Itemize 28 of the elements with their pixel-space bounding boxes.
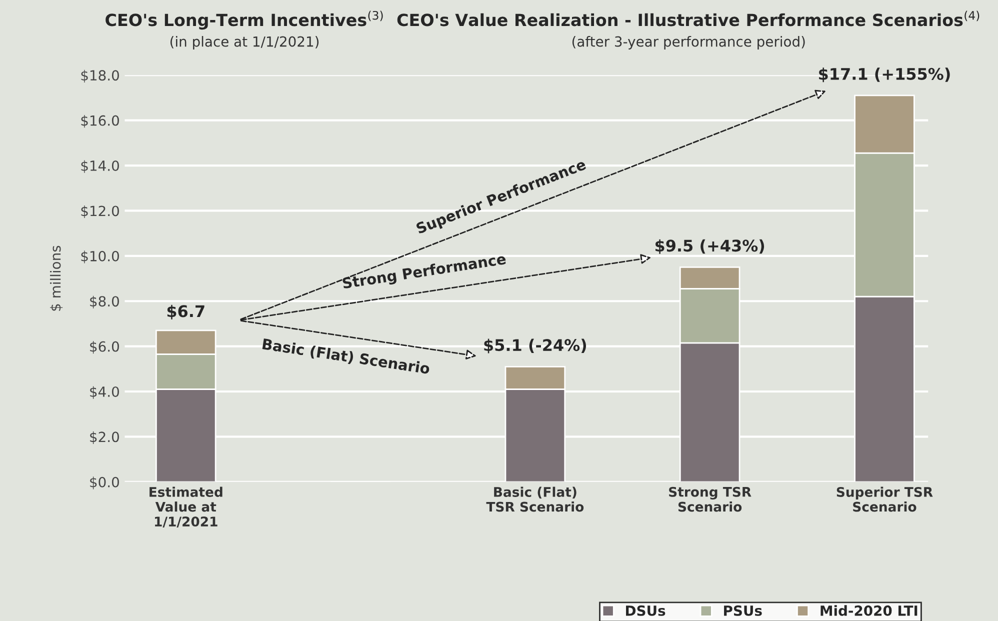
- y-tick-label: $10.0: [81, 250, 119, 264]
- total-label: $17.1 (+155%): [819, 68, 950, 82]
- chart-title: CEO's Long-Term Incentives$^{(3)}$: [106, 10, 383, 30]
- text: (after 3-year performance period): [572, 36, 805, 50]
- annotation: Strong Performance: [342, 252, 507, 292]
- y-tick-label: $12.0: [81, 205, 119, 218]
- y-tick-label: $16.0: [81, 115, 119, 128]
- legend-label: PSUs: [724, 605, 762, 616]
- text: CEO's Value Realization - Illustrative Performance Scenarios$^{(4)}$: [397, 10, 980, 26]
- y-tick-label: $18.0: [81, 70, 119, 82]
- y-tick-label: $0.0: [90, 476, 119, 490]
- legend-label: DSUs: [626, 605, 666, 616]
- x-tick-label: Strong TSR Scenario: [669, 486, 752, 512]
- total-label: $9.5 (+43%): [655, 239, 764, 254]
- y-tick-label: $4.0: [90, 386, 119, 399]
- y-tick-label: $8.0: [90, 296, 119, 308]
- x-tick-label: Superior TSR Scenario: [836, 486, 933, 512]
- y-tick-label: $14.0: [81, 160, 119, 173]
- total-label: $6.7: [167, 304, 204, 320]
- legend-label: Mid-2020 LTI: [820, 605, 918, 616]
- x-tick-label: Basic (Flat) TSR Scenario: [486, 486, 584, 512]
- y-tick-label: $6.0: [90, 341, 119, 354]
- y-tick-label: $2.0: [90, 431, 119, 444]
- y-axis-title: $ millions: [50, 246, 63, 311]
- annotation: Basic (Flat) Scenario: [262, 338, 430, 376]
- x-tick-label: Estimated Value at 1/1/2021: [150, 486, 222, 528]
- total-label: $5.1 (-24%): [484, 338, 586, 354]
- chart-subtitle: (in place at 1/1/2021): [170, 36, 319, 50]
